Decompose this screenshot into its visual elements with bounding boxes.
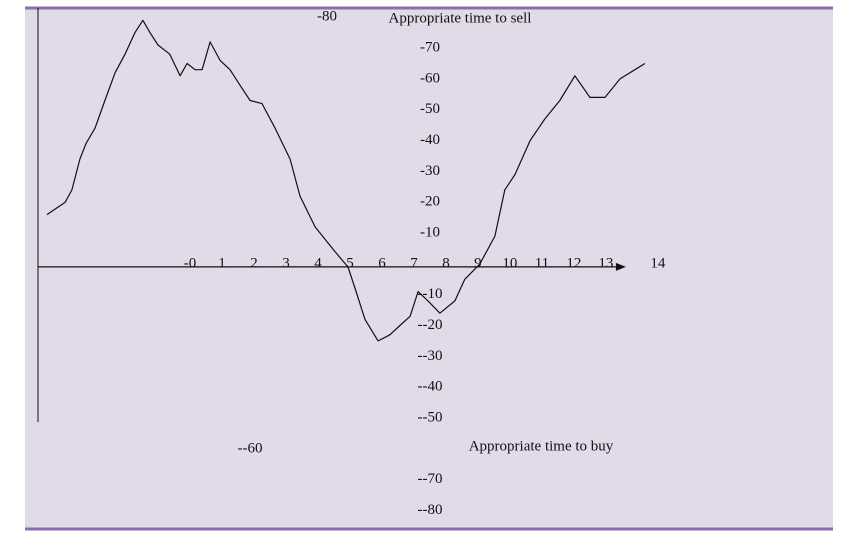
x-tick-label: 1 bbox=[218, 255, 226, 271]
y-tick-label: --80 bbox=[418, 502, 443, 518]
x-tick-label: 14 bbox=[650, 255, 666, 271]
y-tick-label: -20 bbox=[420, 194, 440, 210]
y-tick-label: --60 bbox=[238, 440, 263, 456]
plot-background bbox=[25, 8, 833, 529]
x-tick-label: 5 bbox=[346, 255, 354, 271]
annotation: Appropriate time to buy bbox=[469, 438, 614, 454]
y-tick-label: -60 bbox=[420, 70, 440, 86]
data-line bbox=[46, 19, 646, 342]
y-tick-label: --70 bbox=[418, 471, 443, 487]
annotation: Appropriate time to sell bbox=[389, 10, 532, 26]
x-tick-label: 7 bbox=[410, 255, 418, 271]
y-tick-label: -70 bbox=[420, 40, 440, 56]
x-tick-label: 4 bbox=[314, 255, 322, 271]
x-tick-label: 13 bbox=[598, 255, 613, 271]
y-tick-label: --20 bbox=[418, 317, 443, 333]
y-tick-label: --30 bbox=[418, 348, 443, 364]
x-tick-label: 12 bbox=[566, 255, 581, 271]
x-axis-arrow bbox=[615, 262, 626, 271]
x-tick-label: 6 bbox=[378, 255, 386, 271]
y-tick-label: --40 bbox=[418, 379, 443, 395]
y-tick-label: -50 bbox=[420, 101, 440, 117]
y-tick-label: --50 bbox=[418, 409, 443, 425]
x-tick-label: 3 bbox=[282, 255, 290, 271]
x-tick-label: -0 bbox=[184, 255, 197, 271]
y-tick-label: -80 bbox=[317, 9, 337, 25]
x-tick-label: 8 bbox=[442, 255, 450, 271]
y-tick-label: -30 bbox=[420, 163, 440, 179]
x-tick-label: 9 bbox=[474, 255, 482, 271]
y-tick-label: -10 bbox=[420, 224, 440, 240]
y-tick-label: --10 bbox=[418, 286, 443, 302]
x-tick-label: 10 bbox=[502, 255, 517, 271]
x-tick-label: 2 bbox=[250, 255, 258, 271]
y-tick-label: -40 bbox=[420, 132, 440, 148]
x-tick-label: 11 bbox=[535, 255, 549, 271]
